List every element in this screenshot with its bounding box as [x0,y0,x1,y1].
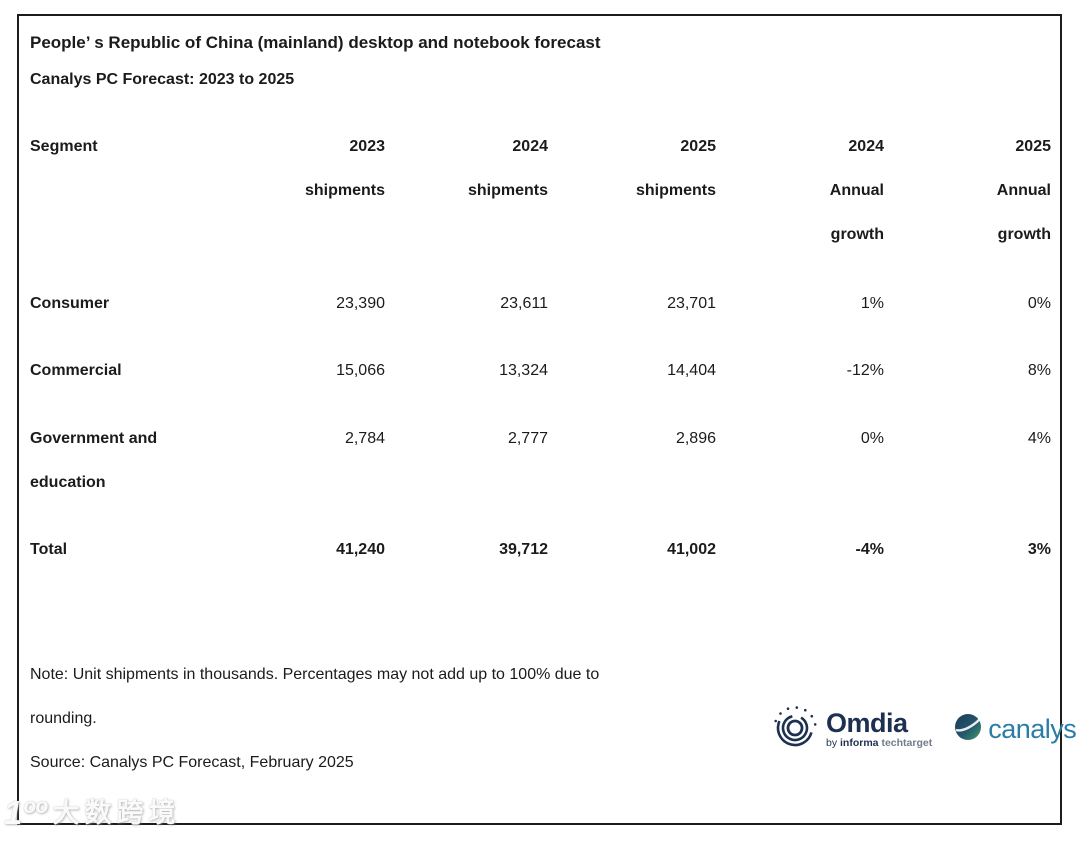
omdia-byline: by informa techtarget [826,736,933,749]
table-row-government-education: Government and education 2,784 2,777 2,8… [30,417,1051,505]
page-title: People’ s Republic of China (mainland) d… [30,33,601,52]
canalys-logo: canalys [954,713,1077,746]
forecast-table-frame: People’ s Republic of China (mainland) d… [17,14,1077,825]
table-row-commercial: Commercial 15,066 13,324 14,404 -12% 8% [30,349,1051,393]
cell-2024-shipments: 23,611 [500,295,548,312]
canalys-wordmark: canalys [988,713,1077,744]
omdia-logo: Omdia by informa techtarget [771,703,932,756]
note-text: Note: Unit shipments in thousands. Perce… [30,666,600,683]
row-label: Total [30,541,68,558]
row-label: Commercial [30,362,122,379]
cell-2025-growth: 3% [1027,541,1051,558]
column-header-2025-growth: 2025 Annual growth [996,138,1051,243]
cell-2025-shipments: 14,404 [667,362,716,379]
column-header-2024-growth: 2024 Annual growth [829,138,884,243]
column-header-2025-shipments: 2025 shipments [635,138,716,199]
table-row-total: Total 41,240 39,712 41,002 -4% 3% [30,528,1051,572]
cell-2023-shipments: 41,240 [336,541,385,558]
cell-2025-shipments: 2,896 [675,430,716,447]
cell-2025-shipments: 23,701 [667,295,716,312]
cell-2023-shipments: 2,784 [344,430,385,447]
column-header-segment: Segment [30,138,98,155]
cell-2023-shipments: 23,390 [336,295,385,312]
omdia-wordmark: Omdia [826,707,908,738]
cell-2024-growth: -12% [846,362,884,379]
table-header-row: Segment 2023 shipments 2024 shipments 20… [30,125,1051,257]
row-label: Consumer [30,295,110,312]
cell-2025-growth: 0% [1027,295,1051,312]
cell-2024-growth: 0% [860,430,884,447]
canalys-globe-icon [954,713,982,746]
cell-2024-shipments: 39,712 [499,541,548,558]
logo-bar: Omdia by informa techtarget [771,700,1077,758]
note-text-continued: rounding. [30,710,97,727]
source-text: Source: Canalys PC Forecast, February 20… [30,754,354,771]
page-subtitle: Canalys PC Forecast: 2023 to 2025 [30,71,295,88]
cell-2024-shipments: 13,324 [499,362,548,379]
row-label: Government and education [30,430,158,491]
column-header-2024-shipments: 2024 shipments [467,138,548,199]
cell-2024-growth: -4% [855,541,884,558]
cell-2024-growth: 1% [860,295,884,312]
omdia-circles-icon [771,703,819,756]
cell-2025-growth: 8% [1027,362,1051,379]
cell-2023-shipments: 15,066 [336,362,385,379]
cell-2024-shipments: 2,777 [507,430,548,447]
table-row-consumer: Consumer 23,390 23,611 23,701 1% 0% [30,282,1051,326]
column-header-2023-shipments: 2023 shipments [304,138,385,199]
cell-2025-shipments: 41,002 [667,541,716,558]
cell-2025-growth: 4% [1027,430,1051,447]
